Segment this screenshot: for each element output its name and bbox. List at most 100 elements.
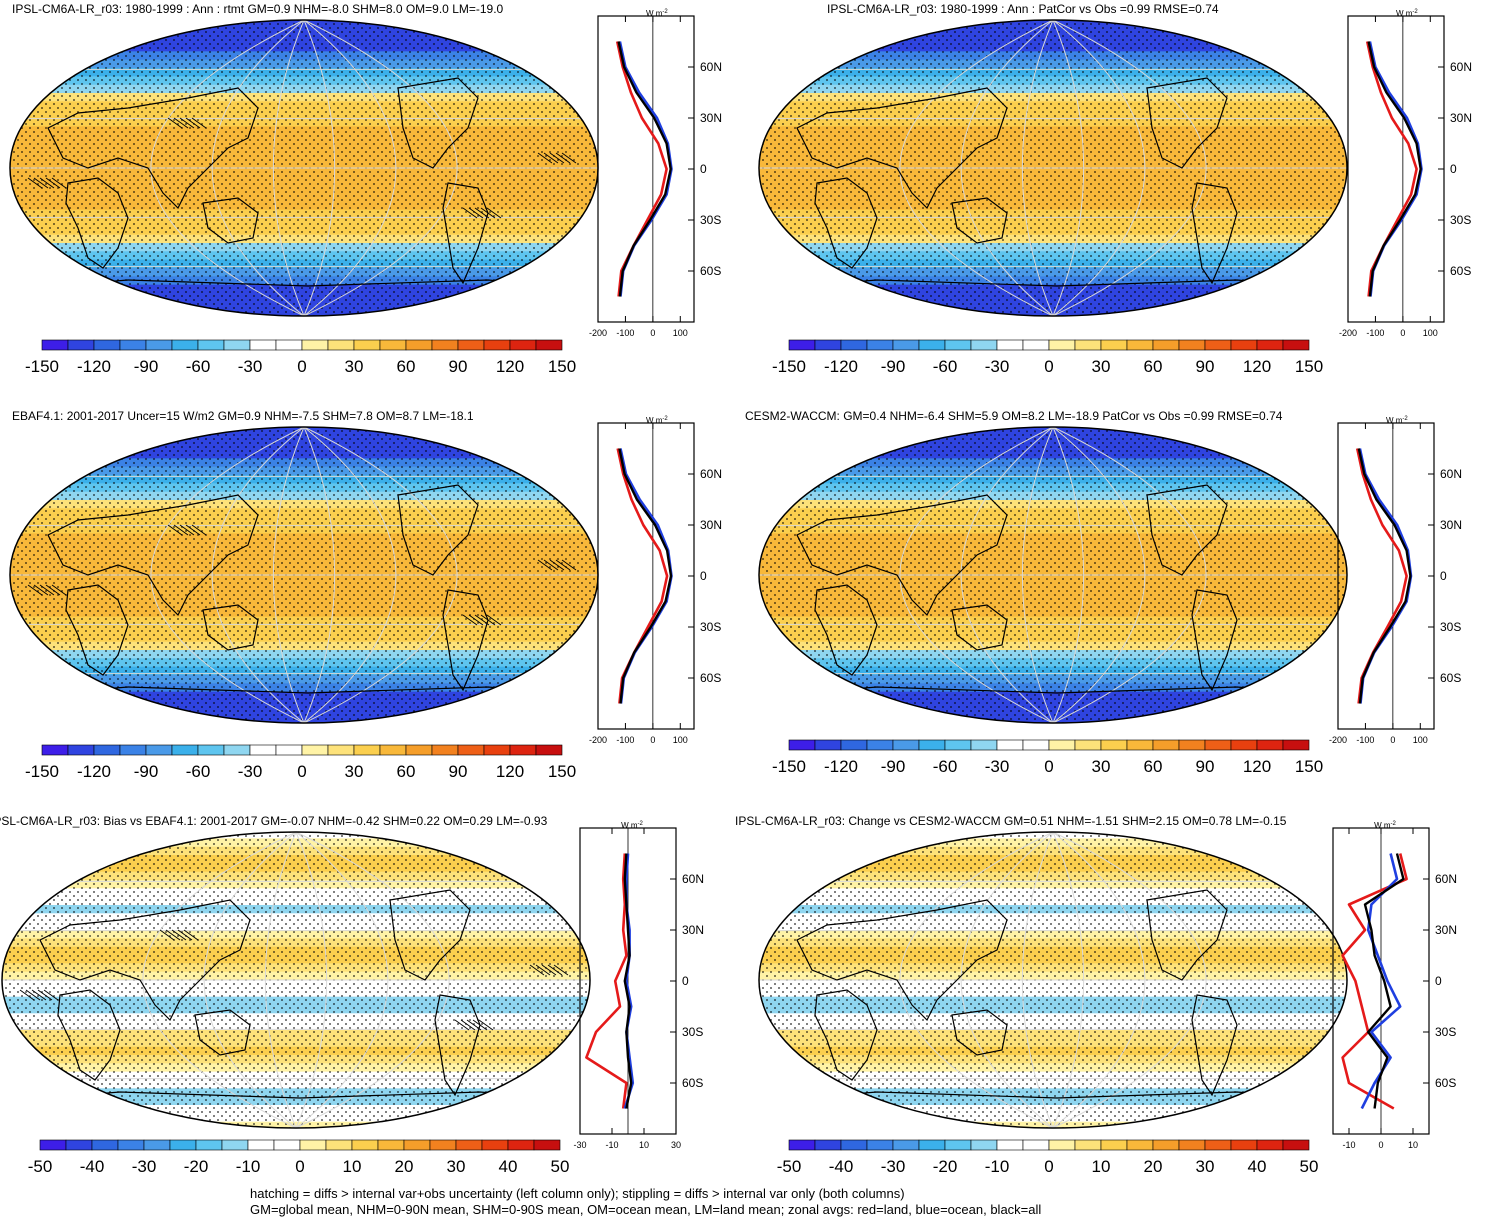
colorbar-swatch (944, 1139, 972, 1151)
ytick-label: 30N (1450, 111, 1472, 125)
colorbar-swatch (1230, 339, 1258, 351)
colorbar-swatch (119, 339, 147, 351)
colorbar-swatch (1048, 1139, 1076, 1151)
robinson-map (0, 830, 592, 1130)
colorbar-swatch (1230, 1139, 1258, 1151)
colorbar-swatch (970, 339, 998, 351)
colorbar-swatch (457, 744, 485, 756)
colorbar-swatch (918, 739, 946, 751)
colorbar-tick: 0 (297, 762, 306, 781)
map-border (758, 426, 1348, 724)
colorbar-swatch (221, 1139, 249, 1151)
colorbar-tick: 0 (295, 1157, 304, 1176)
xtick-label: 30 (671, 1140, 681, 1150)
colorbar-swatch (481, 1139, 509, 1151)
colorbar-tick: 0 (1044, 357, 1053, 376)
colorbar-swatch (1048, 339, 1076, 351)
xtick-label: 0 (1390, 735, 1395, 745)
panel-bias: IPSL-CM6A-LR_r03: Bias vs EBAF4.1: 2001-… (0, 810, 745, 1185)
colorbar-tick: 30 (345, 762, 364, 781)
colorbar-swatch (67, 339, 95, 351)
colorbar-tick: -150 (772, 757, 806, 776)
colorbar-swatch (918, 339, 946, 351)
ytick-label: 60S (700, 264, 721, 278)
colorbar-swatch (327, 744, 355, 756)
zonal-all-line (623, 853, 633, 1109)
unit-label: W m-2 (646, 416, 668, 425)
colorbar-tick: 10 (1092, 1157, 1111, 1176)
colorbar-swatch (1074, 339, 1102, 351)
colorbar-swatch (197, 744, 225, 756)
colorbar-tick: -20 (184, 1157, 209, 1176)
xtick-label: -100 (1366, 328, 1384, 338)
colorbar-swatch (1100, 339, 1128, 351)
colorbar-tick: -120 (824, 757, 858, 776)
colorbar-swatch (1204, 339, 1232, 351)
colorbar-tick: 150 (548, 357, 576, 376)
panel-obs-mean: EBAF4.1: 2001-2017 Uncer=15 W/m2 GM=0.9 … (0, 405, 745, 800)
colorbar-swatch (507, 1139, 535, 1151)
unit-label: W m-2 (1396, 9, 1418, 18)
colorbar-tick: -10 (985, 1157, 1010, 1176)
zonal-frame (1337, 422, 1435, 730)
ytick-label: 30S (1450, 213, 1471, 227)
xtick-label: -200 (1329, 735, 1347, 745)
colorbar-swatch (41, 339, 69, 351)
zonal-mean-plot: 60N 30N 0 30S 60S -10 0 10 W m-2 (1332, 821, 1479, 1160)
colorbar-swatch (1100, 1139, 1128, 1151)
colorbar-swatch (1152, 1139, 1180, 1151)
colorbar-swatch (143, 1139, 171, 1151)
colorbar-swatch (195, 1139, 223, 1151)
zonal-land-line (1355, 448, 1408, 704)
hatching (27, 524, 577, 626)
colorbar-swatch (429, 1139, 457, 1151)
zonal-land-line (615, 41, 668, 297)
colorbar-swatch (996, 739, 1024, 751)
colorbar-tick: -90 (881, 357, 906, 376)
xtick-label: -200 (1339, 328, 1357, 338)
robinson-map (8, 18, 600, 318)
ytick-label: 30S (1435, 1025, 1456, 1039)
colorbar-tick: -150 (772, 357, 806, 376)
ytick-label: 30N (1435, 923, 1457, 937)
xtick-label: 10 (639, 1140, 649, 1150)
colorbar-swatch (840, 739, 868, 751)
colorbar-tick: 90 (449, 762, 468, 781)
colorbar-swatch (1048, 739, 1076, 751)
map-border (758, 19, 1348, 317)
xtick-label: -100 (1356, 735, 1374, 745)
zonal-land-line (585, 853, 628, 1109)
ytick-label: 0 (682, 974, 689, 988)
hatching (27, 117, 577, 219)
colorbar-tick: 120 (496, 357, 524, 376)
ytick-label: 60N (1435, 872, 1457, 886)
ytick-label: 60S (1440, 671, 1461, 685)
map-border (758, 831, 1348, 1129)
colorbar-swatch (483, 744, 511, 756)
colorbar-swatch (1126, 1139, 1154, 1151)
zonal-land-line (1341, 853, 1408, 1110)
colorbar-swatch (1282, 1139, 1310, 1151)
colorbar-swatch (119, 744, 147, 756)
colorbar-swatch (275, 744, 303, 756)
colorbar-swatch (1256, 339, 1284, 351)
colorbar-swatch (91, 1139, 119, 1151)
colorbar-tick: 40 (499, 1157, 518, 1176)
colorbar-tick: -90 (134, 762, 159, 781)
colorbar-swatch (892, 1139, 920, 1151)
colorbar-swatch (145, 339, 173, 351)
colorbar-swatch (509, 339, 537, 351)
colorbar-swatch (247, 1139, 275, 1151)
colorbar-swatch (405, 339, 433, 351)
colorbar-swatch (892, 739, 920, 751)
colorbar-tick: 150 (1295, 757, 1323, 776)
colorbar-tick: 0 (297, 357, 306, 376)
colorbar-tick: 30 (1092, 357, 1111, 376)
colorbar-swatch (301, 744, 329, 756)
colorbar-swatch (249, 744, 277, 756)
colorbar: -150 -120 -90 -60 -30 0 30 60 90 120 150 (25, 339, 582, 380)
zonal-land-line (616, 448, 669, 704)
colorbar-tick: -30 (881, 1157, 906, 1176)
map-border (1, 831, 591, 1129)
ytick-label: 0 (1440, 569, 1447, 583)
